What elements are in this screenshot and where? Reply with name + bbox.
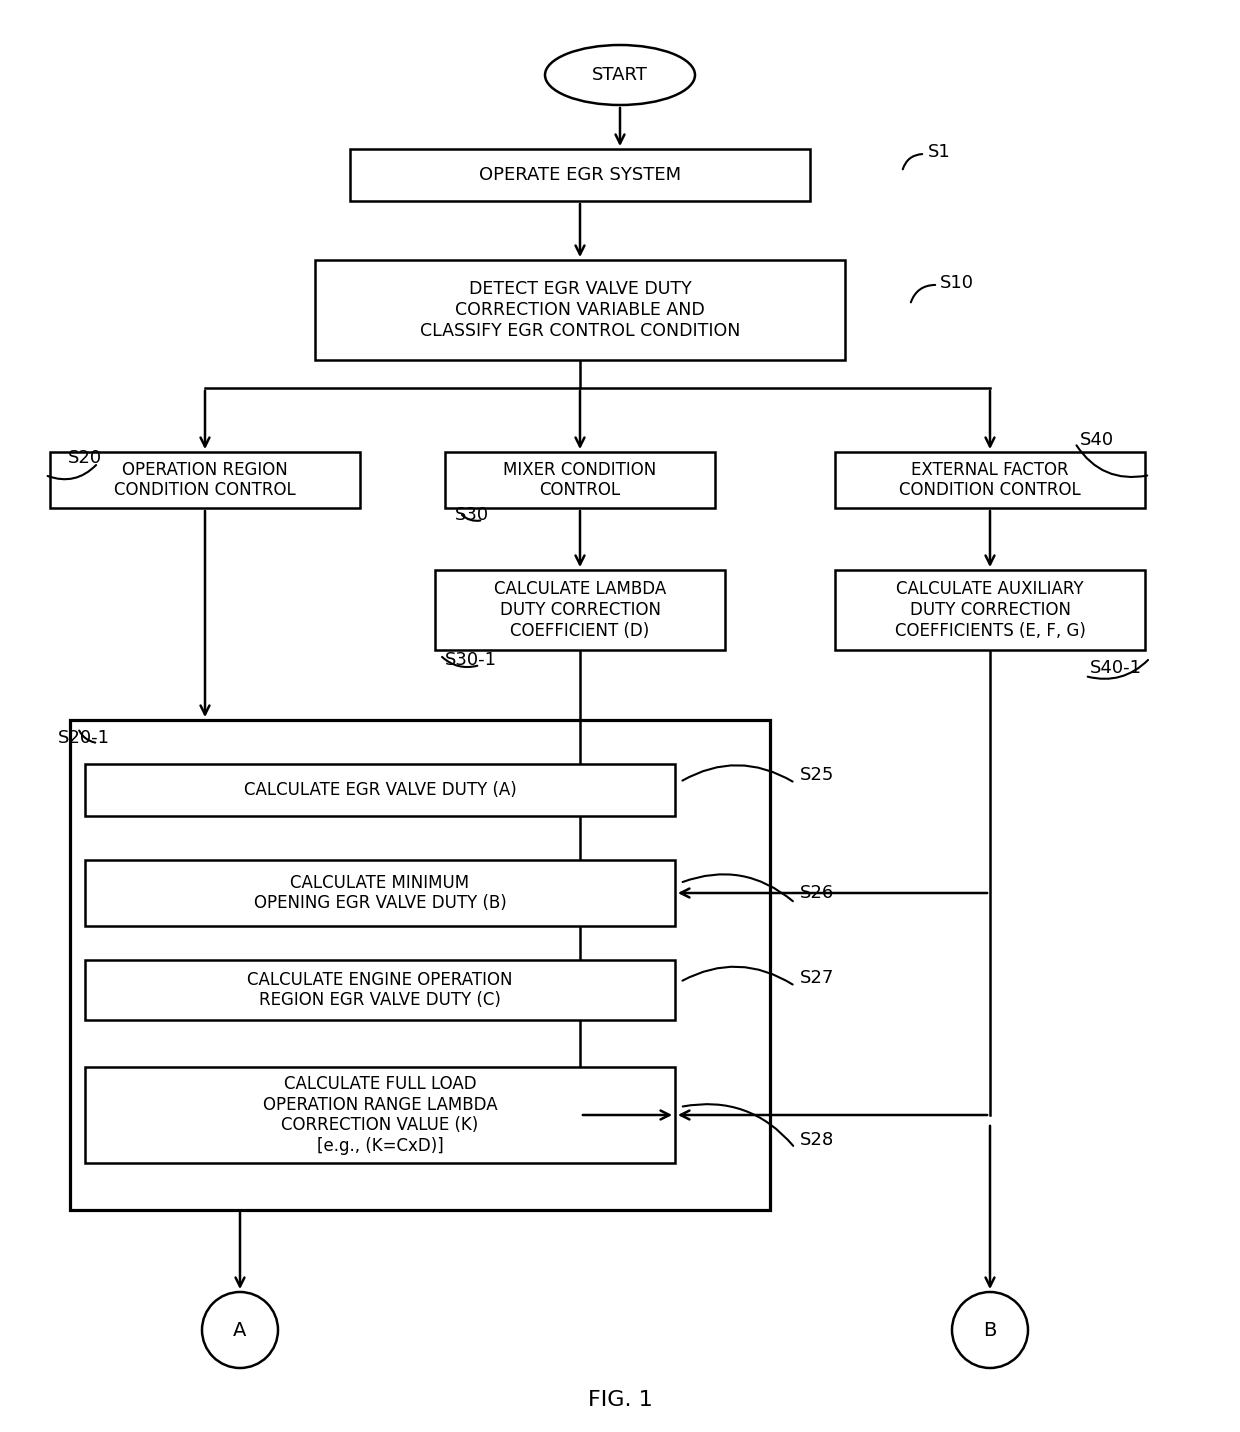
Text: S40: S40	[1080, 431, 1114, 450]
Text: S20: S20	[68, 450, 102, 467]
Text: S26: S26	[800, 884, 835, 902]
Text: S40-1: S40-1	[1090, 659, 1142, 677]
FancyBboxPatch shape	[435, 570, 725, 650]
FancyBboxPatch shape	[835, 453, 1145, 508]
Text: A: A	[233, 1320, 247, 1339]
FancyBboxPatch shape	[86, 765, 675, 816]
FancyBboxPatch shape	[69, 720, 770, 1210]
Text: CALCULATE FULL LOAD
OPERATION RANGE LAMBDA
CORRECTION VALUE (K)
[e.g., (K=CxD)]: CALCULATE FULL LOAD OPERATION RANGE LAMB…	[263, 1075, 497, 1156]
Text: EXTERNAL FACTOR
CONDITION CONTROL: EXTERNAL FACTOR CONDITION CONTROL	[899, 461, 1081, 500]
Ellipse shape	[546, 44, 694, 105]
Text: S30-1: S30-1	[445, 652, 497, 669]
Text: CALCULATE LAMBDA
DUTY CORRECTION
COEFFICIENT (D): CALCULATE LAMBDA DUTY CORRECTION COEFFIC…	[494, 580, 666, 640]
FancyBboxPatch shape	[315, 261, 844, 359]
Text: S1: S1	[928, 143, 951, 160]
FancyBboxPatch shape	[50, 453, 360, 508]
Text: S28: S28	[800, 1131, 835, 1148]
Text: CALCULATE EGR VALVE DUTY (A): CALCULATE EGR VALVE DUTY (A)	[243, 780, 516, 799]
FancyBboxPatch shape	[86, 959, 675, 1020]
Circle shape	[952, 1292, 1028, 1368]
Text: FIG. 1: FIG. 1	[588, 1390, 652, 1411]
Circle shape	[202, 1292, 278, 1368]
Text: MIXER CONDITION
CONTROL: MIXER CONDITION CONTROL	[503, 461, 657, 500]
FancyBboxPatch shape	[835, 570, 1145, 650]
Text: S10: S10	[940, 274, 973, 292]
Text: OPERATE EGR SYSTEM: OPERATE EGR SYSTEM	[479, 166, 681, 183]
Text: S27: S27	[800, 969, 835, 987]
Text: DETECT EGR VALVE DUTY
CORRECTION VARIABLE AND
CLASSIFY EGR CONTROL CONDITION: DETECT EGR VALVE DUTY CORRECTION VARIABL…	[420, 281, 740, 339]
Text: B: B	[983, 1320, 997, 1339]
FancyBboxPatch shape	[86, 1067, 675, 1163]
Text: S20-1: S20-1	[58, 729, 110, 748]
Text: OPERATION REGION
CONDITION CONTROL: OPERATION REGION CONDITION CONTROL	[114, 461, 296, 500]
Text: CALCULATE AUXILIARY
DUTY CORRECTION
COEFFICIENTS (E, F, G): CALCULATE AUXILIARY DUTY CORRECTION COEF…	[894, 580, 1085, 640]
Text: CALCULATE ENGINE OPERATION
REGION EGR VALVE DUTY (C): CALCULATE ENGINE OPERATION REGION EGR VA…	[247, 971, 513, 1010]
Text: START: START	[591, 66, 649, 84]
FancyBboxPatch shape	[445, 453, 715, 508]
FancyBboxPatch shape	[86, 861, 675, 927]
Text: CALCULATE MINIMUM
OPENING EGR VALVE DUTY (B): CALCULATE MINIMUM OPENING EGR VALVE DUTY…	[254, 874, 506, 912]
Text: S25: S25	[800, 766, 835, 783]
FancyBboxPatch shape	[350, 149, 810, 200]
Text: S30: S30	[455, 505, 489, 524]
